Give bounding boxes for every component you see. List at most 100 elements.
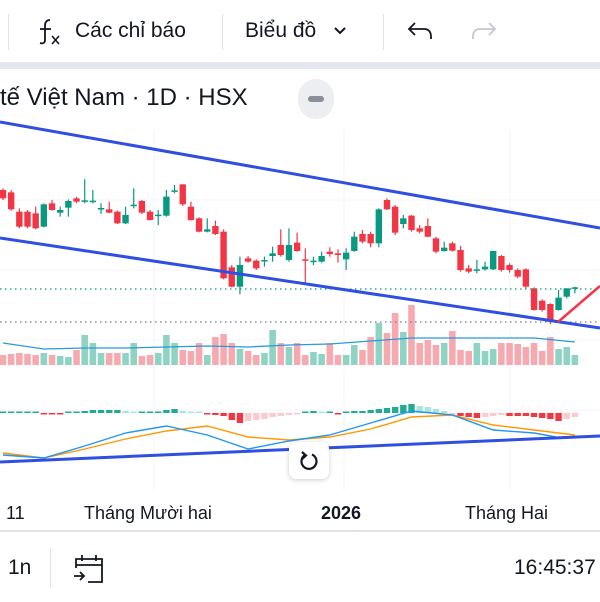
macd-histogram-bar — [261, 413, 268, 419]
time-axis-label: 2026 — [321, 503, 362, 523]
collapse-legend-button[interactable] — [298, 79, 334, 119]
calendar-goto-icon[interactable] — [72, 552, 106, 586]
macd-histogram-bar — [571, 413, 579, 417]
macd-histogram-bar — [416, 406, 423, 413]
chart-type-label: Biểu đồ — [245, 19, 317, 42]
volume-bar — [367, 337, 374, 365]
volume-bar — [105, 353, 113, 365]
candle-body — [65, 201, 72, 208]
candle-body — [563, 288, 570, 297]
macd-histogram-bar — [506, 413, 513, 416]
macd-histogram-bar — [106, 410, 113, 413]
macd-histogram-bar — [40, 413, 48, 415]
indicators-label: Các chỉ báo — [75, 19, 186, 42]
volume-bar — [359, 350, 366, 365]
candle-body — [73, 198, 80, 202]
macd-histogram-bar — [171, 409, 178, 413]
candle-body — [498, 256, 505, 270]
redo-button[interactable] — [470, 0, 498, 62]
macd-histogram-bar — [449, 413, 456, 415]
candle-body — [48, 203, 56, 210]
reset-chart-button[interactable] — [289, 442, 329, 479]
candle-body — [204, 229, 211, 232]
candle-body — [555, 297, 562, 310]
macd-histogram-bar — [375, 409, 383, 413]
volume-bar — [212, 337, 219, 365]
macd-histogram-bar — [539, 413, 546, 418]
function-fx-icon — [39, 19, 60, 45]
macd-histogram-bar — [269, 413, 276, 417]
candle-body — [481, 266, 489, 270]
volume-bar — [73, 350, 80, 365]
candle-body — [32, 213, 39, 229]
candle-body — [416, 228, 423, 232]
toolbar-divider — [222, 14, 223, 50]
macd-histogram-bar — [391, 407, 399, 413]
macd-histogram-bar — [424, 407, 432, 413]
candle-body — [0, 190, 7, 199]
candle-body — [277, 245, 284, 255]
candle-body — [236, 265, 244, 287]
macd-histogram-bar — [56, 413, 64, 415]
volume-bar — [400, 332, 407, 365]
volume-bar — [571, 355, 579, 365]
macd-histogram-bar — [32, 411, 39, 413]
volume-bar — [146, 355, 154, 365]
indicators-button[interactable]: Các chỉ báo — [36, 0, 186, 62]
undo-icon — [407, 22, 432, 39]
date-range-button[interactable]: 1n — [8, 556, 32, 579]
volume-bar — [122, 353, 129, 365]
macd-histogram-bar — [236, 413, 244, 423]
macd-histogram-bar — [514, 413, 521, 416]
redo-icon — [472, 22, 497, 39]
volume-bar — [342, 355, 350, 365]
macd-histogram-bar — [318, 411, 325, 413]
toolbar-divider — [383, 14, 384, 50]
candle-body — [359, 234, 366, 242]
macd-histogram-bar — [81, 411, 88, 413]
macd-histogram-bar — [440, 411, 448, 413]
macd-histogram-bar — [302, 411, 309, 413]
volume-bar — [163, 335, 170, 365]
volume-bar — [277, 343, 285, 365]
macd-histogram-bar — [220, 413, 227, 416]
volume-bar — [261, 353, 268, 365]
volume-bar — [7, 354, 15, 365]
undo-button[interactable] — [406, 0, 434, 62]
volume-bar — [334, 355, 342, 365]
macd-histogram-bar — [334, 413, 342, 415]
candle-body — [506, 265, 513, 270]
macd-histogram-bar — [383, 408, 391, 413]
volume-bar — [65, 357, 72, 365]
macd-histogram-bar — [114, 410, 121, 413]
candle-body — [530, 288, 538, 310]
volume-bar — [0, 355, 7, 365]
macd-histogram-bar — [7, 411, 15, 413]
candle-body — [473, 269, 481, 271]
candle-body — [106, 209, 113, 213]
toolbar-divider — [8, 14, 9, 50]
candle-body — [547, 304, 554, 322]
volume-bar — [89, 343, 97, 365]
legend: tế Việt Nam · 1D · HSX — [0, 69, 600, 129]
candle-body — [449, 243, 456, 251]
macd-histogram-bar — [342, 411, 350, 413]
macd-histogram-bar — [522, 413, 530, 416]
volume-bar — [48, 355, 56, 365]
signal-line — [2, 414, 575, 459]
volume-bar — [506, 343, 513, 365]
volume-bar — [16, 353, 23, 365]
ray-line — [557, 285, 600, 323]
price-chart[interactable] — [0, 0, 600, 530]
volume-ma-line — [2, 337, 575, 350]
macd-histogram-bar — [367, 410, 374, 413]
chart-type-button[interactable]: Biểu đồ — [245, 0, 348, 62]
candle-body — [318, 256, 325, 262]
macd-line — [2, 410, 557, 459]
macd-histogram-bar — [547, 413, 554, 419]
candle-body — [302, 259, 309, 261]
volume-bar — [228, 343, 236, 365]
macd-histogram-bar — [204, 413, 211, 415]
candle-body — [383, 200, 391, 210]
volume-bar — [318, 354, 325, 365]
